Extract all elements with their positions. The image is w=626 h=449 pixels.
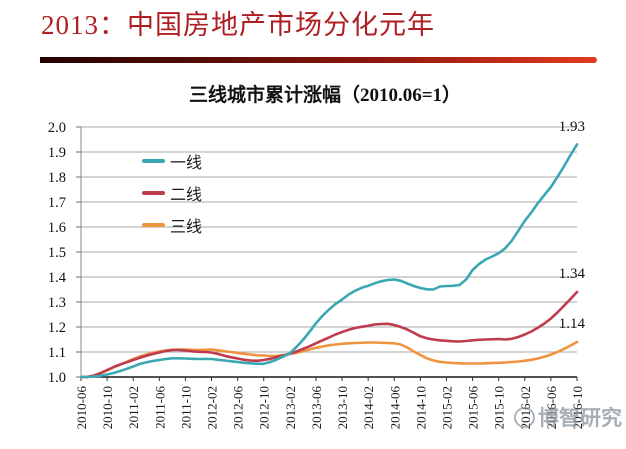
svg-text:2012-10: 2012-10	[257, 386, 272, 429]
svg-text:2.0: 2.0	[48, 120, 66, 136]
svg-text:1.7: 1.7	[48, 195, 66, 211]
tier3-end-value: 1.14	[558, 316, 585, 332]
page-title: 2013：中国房地产市场分化元年	[41, 10, 435, 40]
svg-text:2015-10: 2015-10	[492, 386, 507, 429]
svg-text:1.5: 1.5	[48, 245, 66, 261]
svg-text:1.9: 1.9	[48, 145, 66, 161]
svg-text:2012-06: 2012-06	[231, 386, 246, 430]
svg-text:2011-10: 2011-10	[178, 386, 193, 429]
tier1-line-swatch-icon	[142, 159, 165, 163]
tier2-end-value: 1.34	[558, 266, 585, 282]
svg-text:2010-06: 2010-06	[74, 386, 89, 430]
y-axis: 1.0 1.1 1.2 1.3 1.4 1.5 1.6 1.7 1.8 1.9 2.0	[48, 120, 577, 386]
svg-text:2016-10: 2016-10	[570, 386, 585, 429]
legend-item-tier2: 二线	[142, 177, 202, 209]
legend-label-tier2: 二线	[170, 187, 203, 204]
svg-text:2016-06: 2016-06	[544, 386, 559, 430]
tier1-end-value: 1.93	[558, 119, 585, 135]
svg-text:1.6: 1.6	[48, 220, 66, 236]
svg-text:1.4: 1.4	[48, 270, 67, 286]
svg-text:2015-02: 2015-02	[439, 386, 454, 429]
svg-text:1.1: 1.1	[48, 345, 66, 361]
svg-text:2014-10: 2014-10	[413, 386, 428, 429]
tier2-line-swatch-icon	[142, 191, 165, 195]
chart-title: 三线城市累计涨幅（2010.06=1）	[188, 85, 462, 106]
watermark: 博智研究	[514, 402, 622, 432]
series-line-1	[79, 290, 579, 379]
chart-legend: 一线 二线 三线	[142, 145, 202, 241]
svg-text:2013-02: 2013-02	[283, 386, 298, 429]
svg-text:2015-06: 2015-06	[466, 386, 481, 430]
watermark-logo-icon	[514, 406, 535, 428]
svg-text:2014-06: 2014-06	[387, 386, 402, 430]
legend-item-tier3: 三线	[142, 209, 202, 241]
series-lines	[79, 143, 579, 379]
svg-text:1.0: 1.0	[48, 370, 66, 386]
svg-text:2012-02: 2012-02	[205, 386, 220, 429]
svg-text:1.8: 1.8	[48, 170, 66, 186]
divider-rule	[40, 57, 597, 63]
x-axis: 2010-06 2010-10 2011-02 2011-06 2011-10 2012-…	[74, 376, 585, 430]
svg-text:1.2: 1.2	[48, 320, 66, 336]
watermark-text: 博智研究	[538, 406, 622, 430]
legend-label-tier3: 三线	[170, 219, 203, 236]
legend-label-tier1: 一线	[170, 155, 203, 172]
legend-item-tier1: 一线	[142, 145, 202, 177]
svg-text:2013-10: 2013-10	[335, 386, 350, 429]
tier3-line-swatch-icon	[142, 223, 165, 227]
svg-text:2011-06: 2011-06	[152, 386, 167, 429]
svg-text:2013-06: 2013-06	[309, 386, 324, 430]
svg-text:2014-02: 2014-02	[361, 386, 376, 429]
svg-text:2011-02: 2011-02	[126, 386, 141, 429]
series-line-0	[79, 143, 579, 379]
svg-text:1.3: 1.3	[48, 295, 66, 311]
svg-text:2010-10: 2010-10	[100, 386, 115, 429]
